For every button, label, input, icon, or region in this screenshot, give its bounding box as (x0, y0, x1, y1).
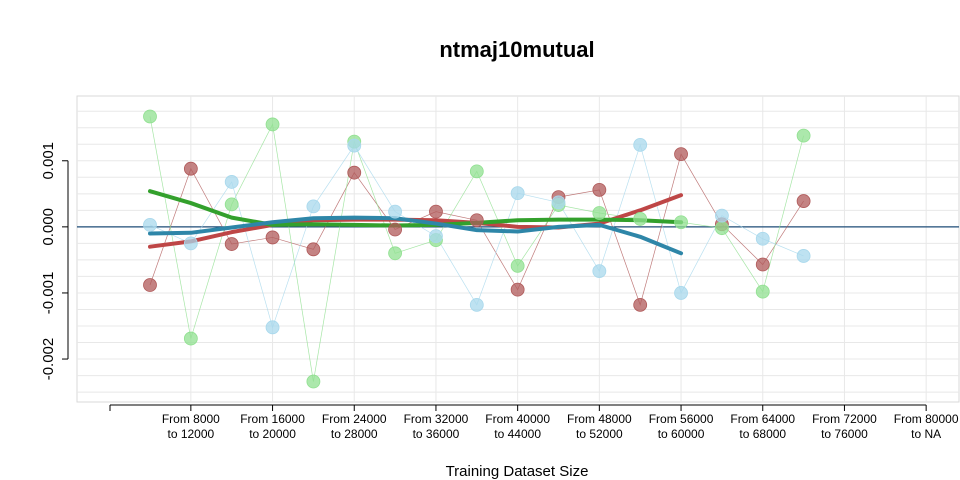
grid (77, 96, 959, 402)
series-3-point (224, 175, 239, 189)
series-3-point (674, 286, 688, 300)
x-tick-label: From 8000 to 12000 (162, 412, 220, 441)
series-2-point (306, 374, 321, 389)
series-3-trend-line (148, 215, 684, 256)
series-3-point (183, 236, 198, 251)
series-2-point (469, 164, 484, 179)
series-1-point (183, 161, 198, 176)
series-3-point (469, 297, 484, 312)
series-1-point (510, 282, 525, 297)
series-3-point (347, 138, 362, 153)
x-tick-label: From 16000 to 20000 (240, 412, 305, 441)
series-1-point (429, 204, 443, 219)
series-1-point (796, 194, 811, 208)
series-2-point (755, 284, 770, 299)
series-1-point (388, 222, 403, 237)
series-3-point (429, 229, 443, 244)
series-1-point (143, 278, 157, 292)
series-1-point (755, 257, 770, 272)
x-tick-label: From 72000 to 76000 (812, 412, 877, 441)
series-layer (143, 109, 811, 389)
series-2-point (715, 221, 729, 236)
series-1-point (633, 297, 648, 312)
series-3-point (551, 195, 566, 210)
x-tick-label: From 40000 to 44000 (485, 412, 550, 441)
y-axis: 0.001 0.000 -0.001 -0.002 (40, 142, 69, 381)
x-tick-label: From 24000 to 28000 (322, 412, 387, 441)
series-3-point (388, 204, 403, 219)
series-3-point (306, 199, 321, 214)
series-2-point (183, 331, 198, 346)
y-tick-label: 0.000 (40, 208, 57, 246)
chart-title: ntmaj10mutual (439, 37, 594, 62)
series-2-connector (149, 116, 804, 382)
series-2-point (510, 258, 525, 273)
series-2-trend-line (148, 189, 684, 228)
series-1-point (674, 147, 688, 162)
y-tick-label: -0.001 (40, 272, 57, 315)
x-axis: From 8000 to 12000 From 16000 to 20000 From … (109, 404, 959, 441)
series-2-point (143, 109, 157, 124)
series-1-point (306, 242, 321, 257)
series-2-point (388, 246, 403, 261)
series-1-point (347, 165, 362, 180)
x-tick-label: From 48000 to 52000 (567, 412, 632, 441)
x-tick-label: From 64000 to 68000 (730, 412, 795, 441)
x-tick-label: From 32000 to 36000 (404, 412, 469, 441)
series-3-point (755, 231, 770, 246)
series-1-point (469, 213, 484, 228)
series-2-point (224, 197, 239, 212)
series-3-point (633, 138, 648, 152)
series-2-point (592, 206, 607, 220)
series-3-point (796, 249, 811, 263)
series-2-point (674, 215, 688, 230)
series-3-point (592, 264, 607, 279)
y-tick-label: 0.001 (40, 142, 57, 180)
series-3-point (265, 320, 280, 335)
series-1-point (224, 237, 239, 251)
series-2-point (633, 212, 648, 226)
y-tick-label: -0.002 (40, 338, 57, 381)
x-axis-label: Training Dataset Size (446, 463, 589, 480)
series-2-point (265, 117, 280, 132)
x-tick-label: From 56000 to 60000 (649, 412, 714, 441)
series-2-point (796, 128, 811, 143)
series-3-point (715, 208, 729, 223)
series-3-point (143, 217, 157, 232)
series-3-point (510, 186, 525, 201)
series-1-point (592, 182, 607, 197)
x-tick-label: From 80000 to NA (894, 412, 959, 441)
series-1-point (265, 230, 280, 245)
